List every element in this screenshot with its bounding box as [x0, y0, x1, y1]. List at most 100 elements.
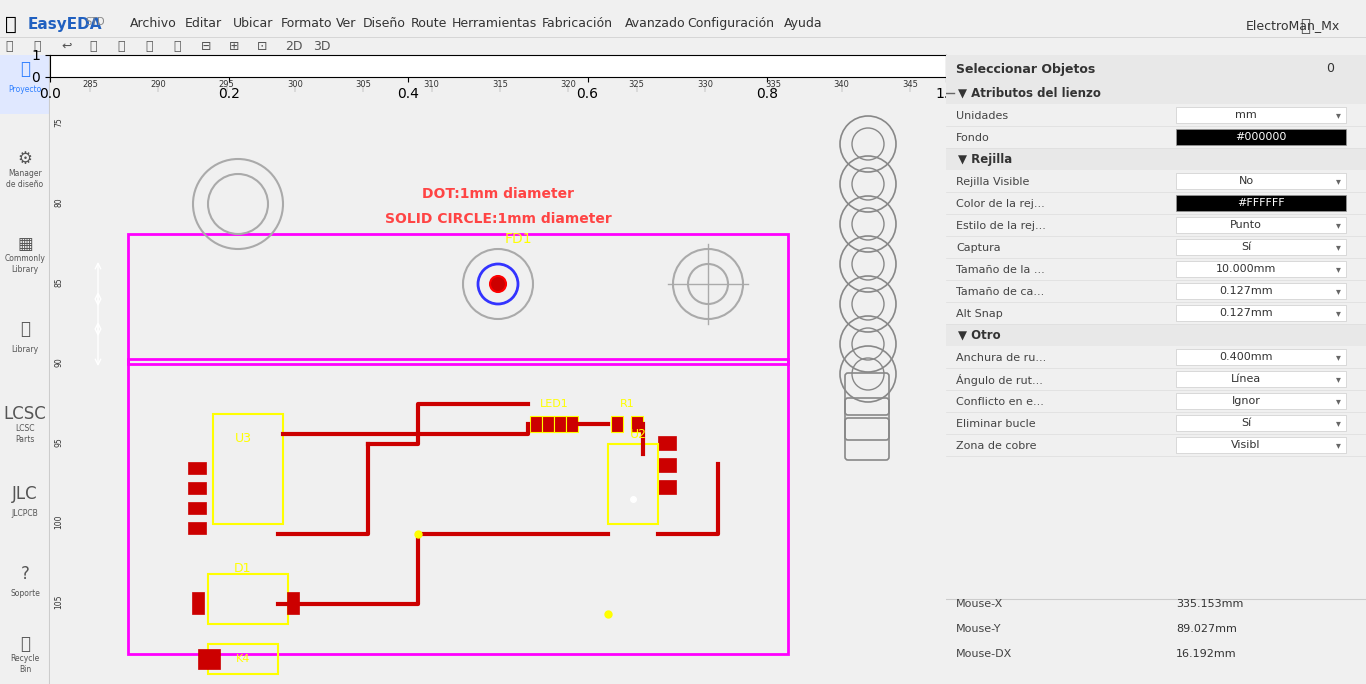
Text: Ignor: Ignor	[1232, 396, 1261, 406]
Bar	[189, 522, 206, 534]
Text: D1: D1	[234, 562, 251, 575]
Text: Zona de cobre: Zona de cobre	[956, 441, 1037, 451]
Text: JLC: JLC	[12, 485, 38, 503]
Text: R1: R1	[620, 399, 634, 409]
Text: Route: Route	[411, 17, 448, 30]
Text: No: No	[1239, 176, 1254, 186]
Text: Alt Snap: Alt Snap	[956, 309, 1003, 319]
Text: Sí: Sí	[1240, 242, 1251, 252]
Bar	[1176, 393, 1346, 409]
Text: ⊡: ⊡	[257, 40, 268, 53]
Text: Color de la rej...: Color de la rej...	[956, 199, 1045, 209]
Bar	[530, 416, 542, 432]
Bar	[947, 82, 1366, 104]
Bar	[947, 599, 1366, 684]
Bar	[198, 649, 220, 669]
Bar	[1176, 371, 1346, 387]
Bar	[245, 55, 398, 77]
Text: 90: 90	[55, 357, 63, 367]
Text: LED1: LED1	[540, 399, 568, 409]
Text: 0.127mm: 0.127mm	[1220, 308, 1273, 318]
Text: Ver: Ver	[336, 17, 357, 30]
Text: 345: 345	[902, 79, 918, 88]
Bar	[947, 324, 1366, 346]
Bar	[1176, 305, 1346, 321]
Text: Start: Start	[57, 61, 83, 71]
Text: 105: 105	[55, 595, 63, 609]
Bar	[555, 416, 566, 432]
Text: Recycle
Bin: Recycle Bin	[11, 655, 40, 674]
Text: ⚙: ⚙	[18, 150, 33, 168]
Text: 0.400mm: 0.400mm	[1220, 352, 1273, 362]
Text: 285: 285	[82, 79, 98, 88]
Bar	[111, 55, 243, 77]
Text: ▾: ▾	[1336, 396, 1341, 406]
Text: 310: 310	[423, 79, 440, 88]
Bar	[1176, 173, 1346, 189]
Text: Punto: Punto	[1229, 220, 1262, 230]
Text: 📌 ⚙ □: 📌 ⚙ □	[816, 61, 850, 71]
Text: Adafruit PCB Ref...: Adafruit PCB Ref...	[253, 61, 348, 71]
Text: K4: K4	[236, 654, 250, 664]
Text: ▾: ▾	[1336, 176, 1341, 186]
Bar	[611, 416, 623, 432]
Text: 320: 320	[560, 79, 576, 88]
Text: 0.127mm: 0.127mm	[1220, 286, 1273, 296]
Text: LCSC: LCSC	[4, 405, 46, 423]
Text: 335: 335	[765, 79, 781, 88]
Text: Fondo: Fondo	[956, 133, 990, 143]
Text: Seleccionar Objetos: Seleccionar Objetos	[956, 62, 1096, 75]
Text: Library: Library	[11, 345, 38, 354]
Bar	[1176, 349, 1346, 365]
Bar	[542, 416, 555, 432]
Text: 330: 330	[697, 79, 713, 88]
Text: mm: mm	[1235, 110, 1257, 120]
Bar	[208, 574, 288, 624]
Bar	[400, 55, 499, 77]
Text: Ayuda: Ayuda	[784, 17, 822, 30]
Bar	[658, 436, 676, 450]
Bar	[128, 359, 788, 654]
Bar	[1176, 129, 1346, 145]
Text: ▾: ▾	[1336, 352, 1341, 362]
Text: 3D: 3D	[313, 40, 331, 53]
Text: ▼ Rejilla: ▼ Rejilla	[958, 153, 1012, 166]
Text: Mouse-DX: Mouse-DX	[956, 649, 1012, 659]
Text: ▾: ▾	[1336, 308, 1341, 318]
Text: 89.027mm: 89.027mm	[1176, 624, 1236, 634]
Text: LCSC
Parts: LCSC Parts	[15, 424, 34, 444]
Text: ⊟: ⊟	[201, 40, 212, 53]
Text: U3: U3	[235, 432, 251, 445]
Text: 95: 95	[55, 437, 63, 447]
Bar	[1176, 437, 1346, 453]
Text: ▾: ▾	[1336, 418, 1341, 428]
Bar	[128, 234, 788, 364]
Text: Formato: Formato	[281, 17, 332, 30]
Text: ⊞: ⊞	[229, 40, 239, 53]
Bar	[189, 462, 206, 474]
Bar	[608, 444, 658, 524]
Text: ▼ Atributos del lienzo: ▼ Atributos del lienzo	[958, 86, 1101, 99]
Bar	[658, 480, 676, 494]
Bar	[1176, 195, 1346, 211]
Text: 290: 290	[150, 79, 167, 88]
Bar	[213, 414, 283, 524]
Text: Herramientas PCB: Herramientas PCB	[470, 61, 566, 71]
Text: 🗑: 🗑	[20, 635, 30, 653]
Text: ▦: ▦	[18, 235, 33, 253]
Text: 305: 305	[355, 79, 372, 88]
Text: Editar: Editar	[184, 17, 223, 30]
Text: ▾: ▾	[1336, 110, 1341, 120]
Text: Ubicar: Ubicar	[234, 17, 273, 30]
Bar	[208, 644, 279, 674]
Text: Captura: Captura	[956, 243, 1001, 253]
Bar	[566, 416, 578, 432]
Text: ElectroMan_Mx: ElectroMan_Mx	[1246, 19, 1340, 32]
Text: ⎘: ⎘	[5, 40, 12, 53]
Text: ▾: ▾	[1336, 374, 1341, 384]
Text: JLCPCB: JLCPCB	[12, 510, 38, 518]
Text: 80: 80	[55, 197, 63, 207]
Text: Fabricación: Fabricación	[542, 17, 613, 30]
Bar	[1176, 261, 1346, 277]
Text: 🔍: 🔍	[20, 320, 30, 338]
